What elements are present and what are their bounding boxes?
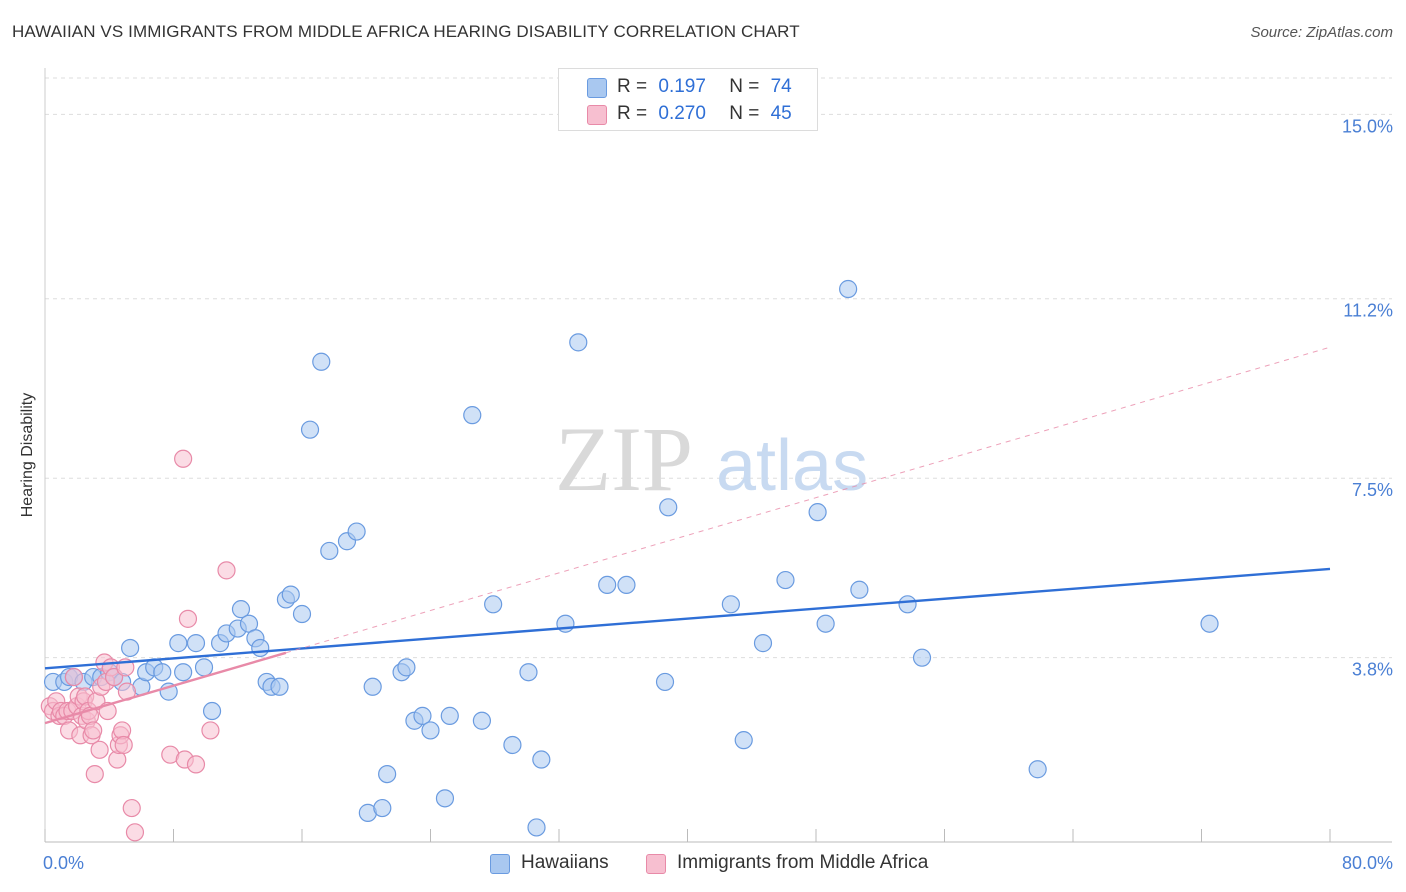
point-hawaiians xyxy=(169,634,188,653)
point-hawaiians xyxy=(617,575,636,595)
point-hawaiians xyxy=(898,595,917,614)
point-hawaiians xyxy=(300,420,320,439)
y-tick-label: 3.8% xyxy=(1352,660,1393,680)
point-middle-africa xyxy=(114,735,133,755)
point-hawaiians xyxy=(397,658,416,677)
point-hawaiians xyxy=(598,575,617,595)
legend-label: Hawaiians xyxy=(521,852,609,873)
point-hawaiians xyxy=(655,672,675,692)
point-middle-africa xyxy=(125,823,145,842)
point-hawaiians xyxy=(413,706,432,725)
point-middle-africa xyxy=(201,721,220,740)
trend-line-1 xyxy=(44,651,287,725)
point-hawaiians xyxy=(194,658,214,677)
r-value: 0.197 xyxy=(658,76,706,97)
stats-legend: R = 0.197 N = 74 R = 0.270 N = 45 xyxy=(558,68,818,131)
trend-lines xyxy=(44,346,1331,725)
point-hawaiians xyxy=(281,585,300,604)
point-hawaiians xyxy=(292,604,312,624)
point-middle-africa xyxy=(64,667,84,687)
point-hawaiians xyxy=(231,600,251,619)
n-value: 74 xyxy=(770,76,792,97)
point-middle-africa xyxy=(122,798,141,818)
point-middle-africa xyxy=(84,721,103,740)
point-hawaiians xyxy=(532,750,551,769)
legend-swatch-hawaiians xyxy=(587,78,607,98)
point-hawaiians xyxy=(435,789,455,808)
series-legend: Hawaiians Immigrants from Middle Africa xyxy=(0,852,1406,878)
point-hawaiians xyxy=(440,706,459,725)
r-label: R = xyxy=(617,76,648,97)
legend-swatch xyxy=(490,854,510,874)
point-hawaiians xyxy=(816,614,835,633)
point-hawaiians xyxy=(373,798,392,818)
point-hawaiians xyxy=(363,677,382,696)
point-hawaiians xyxy=(270,677,289,696)
point-hawaiians xyxy=(1028,760,1047,779)
point-hawaiians xyxy=(421,721,440,740)
trend-line-2 xyxy=(285,346,1331,654)
n-value: 45 xyxy=(770,103,792,124)
point-hawaiians xyxy=(202,701,222,721)
point-hawaiians xyxy=(251,638,270,658)
n-label: N = xyxy=(729,103,760,124)
point-hawaiians xyxy=(776,570,795,590)
point-hawaiians xyxy=(753,634,773,653)
watermark-zip: ZIP xyxy=(555,408,693,510)
point-middle-africa xyxy=(178,609,198,628)
n-label: N = xyxy=(729,76,760,97)
point-hawaiians xyxy=(527,818,546,837)
point-hawaiians xyxy=(850,580,869,599)
point-hawaiians xyxy=(1200,614,1219,633)
point-hawaiians xyxy=(121,638,140,658)
trend-line-0 xyxy=(44,567,1331,670)
r-label: R = xyxy=(617,103,648,124)
point-hawaiians xyxy=(808,503,827,522)
point-middle-africa xyxy=(90,740,109,759)
point-hawaiians xyxy=(503,735,522,755)
point-middle-africa xyxy=(186,755,206,774)
point-hawaiians xyxy=(721,595,740,614)
point-hawaiians xyxy=(912,648,932,667)
point-hawaiians xyxy=(463,406,482,425)
point-hawaiians xyxy=(320,541,339,561)
point-middle-africa xyxy=(217,561,236,580)
point-hawaiians xyxy=(174,663,193,682)
point-hawaiians xyxy=(186,634,206,653)
point-hawaiians xyxy=(472,711,491,730)
point-hawaiians xyxy=(484,595,503,614)
data-points xyxy=(40,279,1219,842)
y-tick-label: 15.0% xyxy=(1342,116,1393,136)
watermark: ZIP atlas xyxy=(555,408,868,510)
point-middle-africa xyxy=(174,449,193,468)
point-hawaiians xyxy=(659,498,678,517)
x-tick-label: 80.0% xyxy=(1342,853,1393,873)
point-hawaiians xyxy=(153,663,172,682)
point-hawaiians xyxy=(839,279,858,299)
point-hawaiians xyxy=(569,333,588,352)
r-value: 0.270 xyxy=(658,103,706,124)
chart-title: HAWAIIAN VS IMMIGRANTS FROM MIDDLE AFRIC… xyxy=(12,22,800,41)
point-middle-africa xyxy=(85,764,104,784)
point-hawaiians xyxy=(519,663,538,682)
grid-lines xyxy=(45,77,1392,659)
tick-labels: 3.8% 7.5% 11.2% 15.0% 0.0% 80.0% xyxy=(43,116,1393,873)
point-hawaiians xyxy=(312,352,331,371)
source-label: Source: ZipAtlas.com xyxy=(1250,24,1393,41)
x-tick-label: 0.0% xyxy=(43,853,84,873)
legend-label: Immigrants from Middle Africa xyxy=(677,852,929,873)
point-hawaiians xyxy=(734,731,753,750)
point-hawaiians xyxy=(378,764,397,784)
legend-swatch-middle-africa xyxy=(587,105,607,125)
y-tick-label: 7.5% xyxy=(1352,480,1393,500)
point-hawaiians xyxy=(347,522,366,541)
y-tick-label: 11.2% xyxy=(1343,301,1393,321)
legend-swatch xyxy=(646,854,666,874)
watermark-atlas: atlas xyxy=(716,426,868,506)
